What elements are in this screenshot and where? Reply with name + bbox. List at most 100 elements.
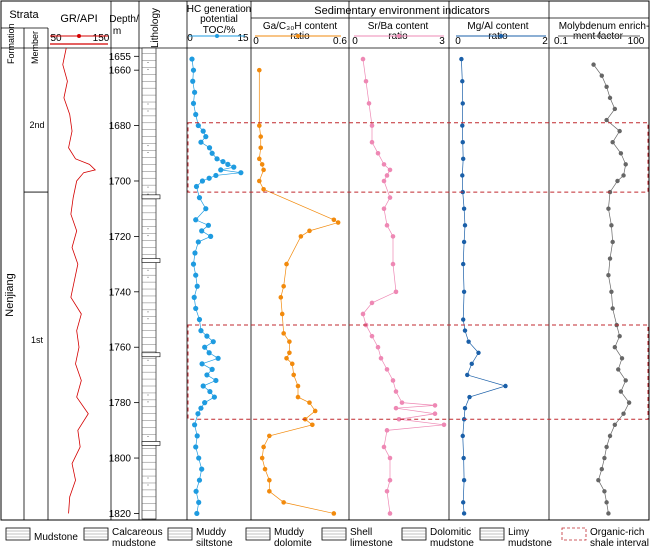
sed-header: Sedimentary environment indicators: [314, 5, 490, 17]
legend: Mudstone CalcareousmudstoneMuddysiltstone…: [5, 527, 649, 548]
toc-max-label: 15: [237, 33, 249, 44]
ga-point: [267, 433, 272, 439]
sr-point: [360, 56, 366, 62]
sr-point: [393, 289, 399, 295]
mg-point: [461, 500, 466, 505]
lithology-dot: [147, 484, 149, 486]
mo-point: [604, 500, 609, 505]
toc-point: [231, 164, 237, 170]
mg-point: [460, 79, 465, 84]
mg-point: [469, 361, 474, 367]
toc-point: [203, 206, 209, 212]
toc-point: [213, 172, 219, 179]
mo-point: [606, 511, 611, 516]
ga-point: [257, 156, 262, 162]
ga-point: [259, 455, 265, 461]
toc-point: [191, 294, 197, 300]
mg-point: [460, 101, 465, 106]
toc-point: [195, 122, 201, 129]
toc-point: [194, 283, 200, 289]
lithology-dot: [147, 235, 149, 237]
legend-label: Shell: [350, 527, 372, 538]
ga-point: [284, 261, 289, 267]
lithology-dot: [147, 145, 149, 147]
depth-tick-label: 1760: [109, 343, 132, 354]
legend-label: mudstone: [508, 538, 552, 548]
toc-series: [189, 34, 245, 517]
toc-point: [210, 339, 216, 345]
toc-point: [204, 372, 210, 378]
sr-point: [393, 405, 399, 411]
mo-series: [558, 34, 640, 516]
toc-point: [189, 56, 195, 62]
mg-point: [460, 140, 465, 145]
mo-point: [612, 345, 618, 350]
toc-point: [225, 161, 231, 167]
sr-point: [387, 477, 393, 483]
depth-tick-label: 1700: [109, 176, 132, 187]
sr-point: [369, 333, 375, 339]
legend-label: dolomite: [274, 538, 312, 548]
toc-point: [214, 156, 220, 162]
ga-point: [267, 477, 272, 483]
mo-point: [621, 173, 626, 178]
ga-series: [255, 34, 341, 516]
mo-min-label: 0.1: [554, 36, 568, 47]
ga-point: [307, 228, 312, 234]
legend-label: Dolomitic: [430, 527, 471, 538]
mg-point: [460, 173, 465, 178]
toc-min-label: 0: [187, 33, 193, 44]
ga-point: [335, 220, 341, 225]
mo-point: [609, 223, 614, 228]
sr-max-label: 3: [439, 36, 445, 47]
toc-point: [209, 150, 215, 156]
mg-point: [467, 394, 472, 400]
toc-point: [206, 175, 212, 181]
toc-point: [220, 158, 226, 165]
toc-point: [207, 388, 213, 395]
mg-point: [466, 339, 471, 344]
toc-point: [198, 139, 204, 145]
depth-tick-label: 1800: [109, 454, 132, 465]
lithology-header: Lithology: [150, 8, 161, 48]
mg-point: [459, 56, 464, 62]
gr-series: [50, 34, 108, 514]
toc-point: [202, 344, 208, 350]
sr-point: [369, 123, 375, 128]
mg-point: [461, 206, 467, 211]
legend-label: Limy: [508, 527, 529, 538]
ga-point: [281, 500, 286, 505]
mg-scale-marker: [499, 34, 503, 38]
mo-point: [604, 84, 609, 89]
ga-max-label: 0.6: [333, 36, 347, 47]
member-lower-label: 1st: [31, 335, 44, 345]
ga-point: [331, 217, 337, 223]
outer-border: [0, 0, 650, 521]
legend-label: siltstone: [196, 538, 233, 548]
toc-point: [200, 128, 206, 134]
toc-point: [205, 222, 212, 228]
ga-point: [291, 372, 297, 378]
mo-line: [593, 64, 630, 514]
mo-point: [607, 95, 613, 101]
mg-line: [461, 59, 507, 514]
mo-scale-marker: [597, 34, 601, 38]
depth-tick-label: 1680: [109, 121, 132, 132]
toc-point: [199, 466, 205, 472]
toc-point: [190, 100, 197, 107]
sr-point: [366, 101, 372, 106]
mg-min-label: 0: [455, 36, 461, 47]
lithology-dot: [147, 186, 149, 188]
header: Strata Formation Member GR/API 50 150 De…: [6, 4, 649, 64]
organic-rich-interval-box: [187, 324, 649, 420]
legend-label: Organic-rich: [590, 527, 644, 538]
mo-point: [609, 289, 614, 295]
ga-point: [257, 178, 262, 184]
toc-scale-marker: [215, 34, 219, 38]
toc-point: [213, 377, 219, 384]
toc-point: [198, 328, 204, 334]
mg-point: [465, 372, 470, 378]
toc-point: [190, 261, 197, 267]
strata-header: Strata: [9, 9, 39, 21]
ga-point: [312, 408, 318, 414]
